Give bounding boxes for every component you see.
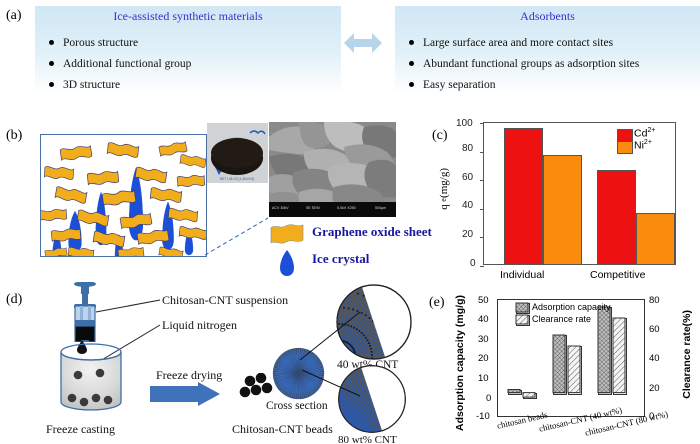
svg-text:NET I.46 OZ (1.304 KG): NET I.46 OZ (1.304 KG): [220, 177, 254, 181]
svg-text:500µm: 500µm: [375, 206, 386, 210]
svg-text:5.0kV X250: 5.0kV X250: [337, 206, 356, 210]
svg-text:ACV 30kV: ACV 30kV: [272, 206, 289, 210]
svg-text:SE SEM: SE SEM: [306, 206, 320, 210]
